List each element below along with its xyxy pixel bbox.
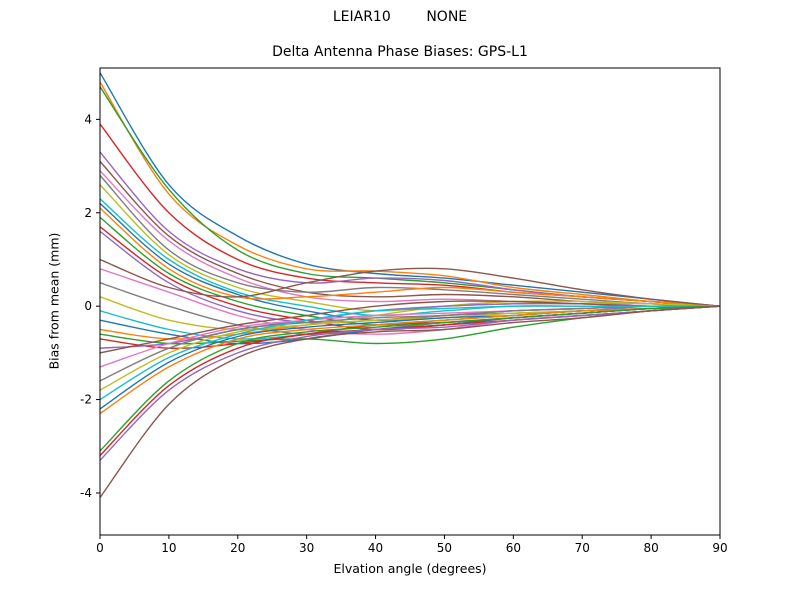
series-line <box>100 305 720 499</box>
figure-suptitle: LEIAR10 NONE <box>332 9 468 25</box>
series-line <box>100 305 720 368</box>
y-tick-label: 2 <box>84 206 92 220</box>
series-line <box>100 305 720 452</box>
x-tick-label: 90 <box>712 541 727 555</box>
x-tick-label: 70 <box>575 541 590 555</box>
x-tick-label: 0 <box>96 541 104 555</box>
x-tick-label: 50 <box>437 541 452 555</box>
y-tick-label: 4 <box>84 112 92 126</box>
series-line <box>100 305 720 382</box>
series-line <box>100 81 720 307</box>
y-tick-label: -4 <box>80 486 92 500</box>
series-line <box>100 296 720 331</box>
y-tick-label: 0 <box>84 299 92 313</box>
series-line <box>100 72 720 307</box>
series-line <box>100 174 720 307</box>
y-tick-label: -2 <box>80 393 92 407</box>
series-line <box>100 207 720 307</box>
x-tick-label: 30 <box>299 541 314 555</box>
axes-frame <box>99 67 721 536</box>
x-tick-label: 80 <box>643 541 658 555</box>
x-tick-label: 10 <box>161 541 176 555</box>
series-line <box>100 151 720 307</box>
series-line <box>100 305 720 401</box>
series-line <box>100 170 720 307</box>
x-tick-label: 60 <box>506 541 521 555</box>
series-line <box>100 305 720 461</box>
x-axis-label: Elvation angle (degrees) <box>333 561 487 576</box>
x-tick-label: 20 <box>230 541 245 555</box>
axes-title: Delta Antenna Phase Biases: GPS-L1 <box>272 44 528 60</box>
series-line <box>100 300 720 354</box>
series-line <box>100 258 720 307</box>
y-axis-label: Bias from mean (mm) <box>46 232 62 370</box>
x-tick-label: 40 <box>368 541 383 555</box>
series-line <box>100 305 720 415</box>
